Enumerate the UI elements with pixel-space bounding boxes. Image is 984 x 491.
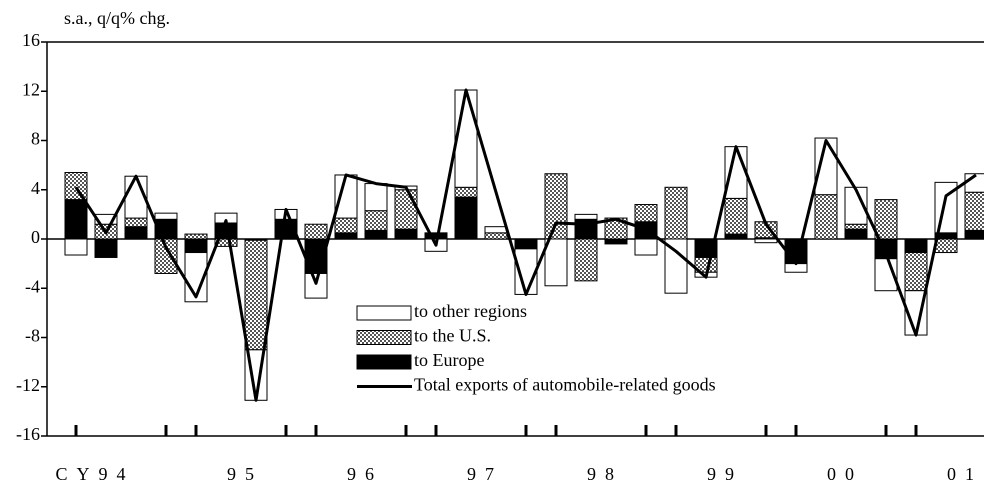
bar-segment xyxy=(364,229,388,240)
bar-segment xyxy=(574,238,598,282)
bar-segment xyxy=(874,199,898,240)
bar-segment xyxy=(604,238,628,245)
legend-label: to Europe xyxy=(414,350,484,370)
legend-label: Total exports of automobile-related good… xyxy=(414,375,716,395)
bar-segment xyxy=(394,189,418,230)
bar-segment xyxy=(484,232,508,240)
legend-swatch xyxy=(356,305,412,321)
bar-segment xyxy=(664,238,688,294)
y-tick-label: -4 xyxy=(25,276,40,296)
bar-segment xyxy=(94,213,118,225)
bar-segment xyxy=(634,238,658,256)
bar-segment xyxy=(634,204,658,223)
y-tick-label: 4 xyxy=(31,178,40,198)
y-tick-label: 16 xyxy=(22,30,40,50)
x-tick-label: 98 xyxy=(587,464,623,484)
legend-swatch xyxy=(356,330,412,345)
legend-swatch xyxy=(356,354,412,370)
y-tick-label: 0 xyxy=(31,227,40,247)
x-tick-label: 97 xyxy=(467,464,503,484)
bar-segment xyxy=(124,226,148,240)
bar-segment xyxy=(964,229,984,240)
x-tick-label: 01 xyxy=(947,464,983,484)
bar-segment xyxy=(454,186,478,198)
bar-segment xyxy=(154,238,178,274)
bar-segment xyxy=(64,238,88,256)
bar-segment xyxy=(64,199,88,240)
bar-segment xyxy=(754,238,778,244)
bar-segment xyxy=(94,238,118,258)
bar-segment xyxy=(124,217,148,228)
bar-segment xyxy=(664,186,688,240)
bar-segment xyxy=(544,238,568,287)
bar-segment xyxy=(574,213,598,220)
bar-segment xyxy=(304,223,328,240)
y-axis-title: s.a., q/q% chg. xyxy=(64,8,170,28)
x-tick-label: CY94 xyxy=(55,464,134,484)
bar-segment xyxy=(394,228,418,240)
bar-segment xyxy=(454,196,478,240)
legend-label: to other regions xyxy=(414,301,527,321)
x-tick-label: 95 xyxy=(227,464,263,484)
bar-segment xyxy=(484,226,508,234)
bar-segment xyxy=(544,173,568,240)
bar-segment xyxy=(814,194,838,240)
bar-segment xyxy=(334,232,358,240)
bar-segment xyxy=(154,212,178,220)
bar-segment xyxy=(184,238,208,254)
bar-segment xyxy=(844,228,868,240)
bar-segment xyxy=(904,252,928,292)
bar-segment xyxy=(934,238,958,254)
bar-segment xyxy=(184,233,208,240)
bar-segment xyxy=(364,210,388,231)
bar-segment xyxy=(364,183,388,212)
bar-segment xyxy=(904,238,928,254)
bar-segment xyxy=(514,238,538,250)
bar-segment xyxy=(724,233,748,240)
y-tick-label: 8 xyxy=(31,129,40,149)
y-tick-label: -16 xyxy=(16,424,40,444)
bar-segment xyxy=(844,223,868,230)
bar-segment xyxy=(64,172,88,201)
bar-segment xyxy=(454,89,478,188)
bar-segment xyxy=(214,238,238,247)
y-tick-label: -8 xyxy=(25,326,40,346)
bar-segment xyxy=(724,197,748,235)
x-tick-label: 00 xyxy=(827,464,863,484)
bar-segment xyxy=(304,272,328,299)
bar-segment xyxy=(334,217,358,234)
y-tick-label: -12 xyxy=(16,375,40,395)
y-tick-label: 12 xyxy=(22,79,40,99)
bar-segment xyxy=(724,146,748,199)
bar-segment xyxy=(964,191,984,231)
bar-segment xyxy=(244,239,268,351)
total-line xyxy=(74,88,977,402)
x-tick-label: 96 xyxy=(347,464,383,484)
legend-label: to the U.S. xyxy=(414,326,491,346)
bar-segment xyxy=(334,174,358,219)
x-tick-label: 99 xyxy=(707,464,743,484)
